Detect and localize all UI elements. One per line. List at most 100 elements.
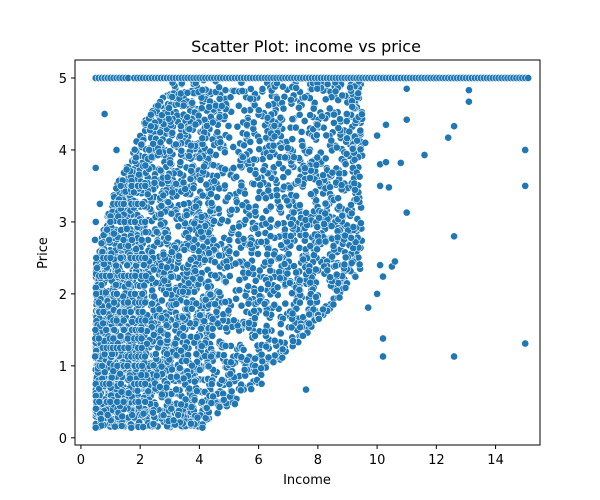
data-point xyxy=(190,396,199,404)
data-point xyxy=(356,126,365,135)
data-point xyxy=(300,117,309,125)
data-point xyxy=(346,83,354,92)
data-point xyxy=(126,308,135,316)
data-point xyxy=(110,298,118,307)
data-point xyxy=(179,178,188,187)
data-point xyxy=(329,242,338,250)
data-point xyxy=(251,367,260,376)
data-point xyxy=(176,158,185,166)
data-point xyxy=(165,147,174,156)
data-point xyxy=(348,145,357,153)
data-point xyxy=(227,387,236,396)
data-point xyxy=(289,208,298,217)
data-point xyxy=(295,285,304,294)
data-point xyxy=(337,181,346,189)
data-point xyxy=(244,299,253,308)
data-point xyxy=(156,338,165,347)
data-point xyxy=(250,155,258,164)
data-point xyxy=(124,242,133,250)
data-point xyxy=(168,365,176,374)
data-point xyxy=(156,220,165,229)
data-point xyxy=(171,339,180,348)
data-point xyxy=(92,404,100,413)
data-point xyxy=(305,267,313,275)
data-point xyxy=(295,276,304,285)
data-point xyxy=(305,147,314,156)
data-point xyxy=(172,300,181,308)
data-point xyxy=(277,241,285,250)
data-point xyxy=(208,118,217,127)
data-point xyxy=(180,200,188,208)
data-point xyxy=(137,140,146,149)
data-point xyxy=(139,423,147,431)
data-point xyxy=(213,319,222,328)
data-point xyxy=(210,258,219,266)
data-point xyxy=(312,265,320,274)
data-point xyxy=(209,392,217,401)
data-point xyxy=(255,266,264,275)
data-point xyxy=(223,193,232,202)
data-point xyxy=(356,145,365,154)
y-tick-label: 1 xyxy=(59,360,67,375)
data-point xyxy=(229,316,238,325)
data-point xyxy=(237,353,246,361)
data-point xyxy=(306,242,315,250)
data-point xyxy=(155,382,164,391)
data-point xyxy=(177,122,185,131)
data-point xyxy=(198,134,207,143)
y-tick-label: 4 xyxy=(59,144,67,159)
data-point xyxy=(240,106,249,115)
data-point xyxy=(172,385,181,394)
data-point xyxy=(273,94,281,103)
data-point xyxy=(250,306,258,315)
data-point xyxy=(168,93,177,101)
data-point xyxy=(203,283,212,291)
data-point xyxy=(215,83,223,92)
data-point xyxy=(340,260,349,269)
data-point xyxy=(321,199,330,208)
data-point xyxy=(281,299,290,308)
data-point xyxy=(321,209,330,218)
data-point xyxy=(215,113,224,121)
data-point xyxy=(231,259,240,268)
data-point xyxy=(295,110,304,119)
y-tick-label: 3 xyxy=(59,216,67,231)
data-point xyxy=(137,344,146,352)
data-point xyxy=(109,367,118,375)
data-point xyxy=(141,228,150,236)
data-point xyxy=(145,145,153,154)
data-point xyxy=(193,413,202,422)
data-point xyxy=(261,327,269,336)
data-point xyxy=(99,308,108,316)
data-point xyxy=(236,386,245,395)
data-point xyxy=(153,238,162,247)
data-point xyxy=(299,255,307,264)
data-point xyxy=(150,265,158,274)
data-point xyxy=(98,361,106,370)
data-point xyxy=(247,385,256,393)
data-point xyxy=(96,200,104,208)
data-point xyxy=(288,289,296,298)
data-point xyxy=(158,296,166,305)
data-point xyxy=(279,104,288,113)
data-point xyxy=(327,222,336,230)
data-point xyxy=(174,222,183,231)
data-point xyxy=(172,321,180,330)
data-point xyxy=(180,246,189,254)
data-point xyxy=(376,182,384,190)
data-point xyxy=(110,326,119,334)
data-point xyxy=(198,191,207,200)
data-point xyxy=(182,211,191,219)
data-point xyxy=(331,87,340,96)
data-point xyxy=(163,173,172,182)
data-point xyxy=(100,110,109,118)
data-point xyxy=(159,191,168,200)
data-point xyxy=(184,233,193,242)
data-point xyxy=(197,213,206,221)
data-point xyxy=(225,247,234,256)
data-point xyxy=(313,223,322,231)
data-point xyxy=(266,153,274,161)
data-point xyxy=(147,122,155,131)
data-point xyxy=(206,290,215,299)
data-point xyxy=(137,326,146,334)
